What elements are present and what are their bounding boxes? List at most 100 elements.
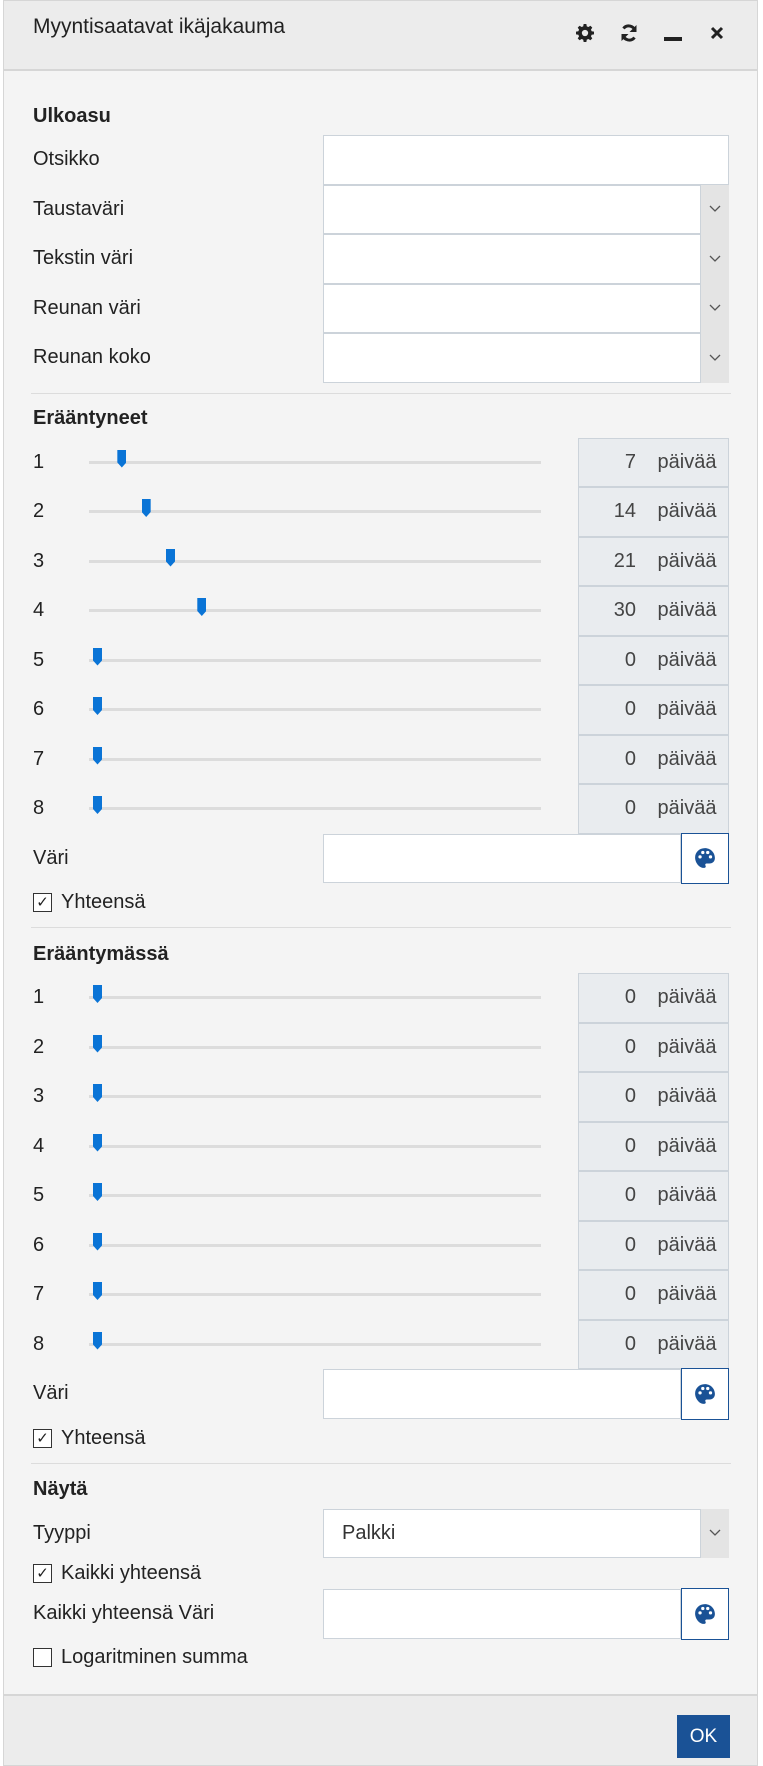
slider-row: 5 0 päivää	[33, 635, 729, 685]
ok-button[interactable]: OK	[677, 1715, 730, 1758]
slider-label: 4	[33, 599, 45, 622]
palette-icon[interactable]	[681, 1588, 729, 1640]
slider-track[interactable]	[89, 985, 541, 1003]
select-field[interactable]	[323, 234, 729, 284]
slider-thumb[interactable]	[117, 449, 127, 468]
slider-track[interactable]	[89, 1133, 541, 1152]
days-unit: päivää	[646, 1220, 729, 1270]
slider-thumb[interactable]	[93, 746, 102, 765]
form-row: Reunan koko	[33, 333, 729, 383]
slider-label: 6	[33, 698, 45, 721]
slider-thumb[interactable]	[93, 1133, 102, 1152]
checkbox-box[interactable]: ✓	[33, 1564, 52, 1583]
gear-icon[interactable]	[570, 19, 600, 47]
slider-track[interactable]	[89, 449, 541, 468]
days-unit: päivää	[646, 1319, 729, 1369]
chevron-down-icon[interactable]	[700, 184, 729, 234]
chevron-down-icon[interactable]	[700, 1508, 729, 1558]
slider-track[interactable]	[89, 499, 541, 517]
form-row: Taustaväri	[33, 184, 729, 234]
slider-track[interactable]	[89, 697, 541, 715]
slider-thumb[interactable]	[93, 985, 102, 1003]
slider-label: 1	[33, 986, 45, 1009]
slider-track[interactable]	[89, 548, 541, 567]
color-input[interactable]	[323, 1369, 681, 1419]
days-unit: päivää	[646, 437, 729, 487]
slider-thumb[interactable]	[93, 1183, 102, 1201]
field-label: Reunan väri	[33, 296, 141, 319]
type-row: Tyyppi Palkki	[33, 1508, 729, 1558]
dialog-header: Myyntisaatavat ikäjakauma	[4, 1, 757, 71]
slider-row: 8 0 päivää	[33, 1319, 729, 1369]
slider-row: 7 0 päivää	[33, 734, 729, 784]
text-input[interactable]	[323, 135, 729, 185]
color-input[interactable]	[323, 833, 681, 883]
color-input[interactable]	[323, 1589, 681, 1639]
slider-thumb[interactable]	[166, 548, 175, 567]
slider-thumb[interactable]	[93, 697, 102, 715]
days-unit: päivää	[646, 1270, 729, 1320]
slider-thumb[interactable]	[93, 1331, 102, 1350]
days-value: 0	[578, 734, 647, 784]
close-icon[interactable]	[702, 19, 732, 47]
select-field[interactable]	[323, 184, 729, 234]
slider-row: 5 0 päivää	[33, 1171, 729, 1221]
form-row: Reunan väri	[33, 283, 729, 333]
slider-track[interactable]	[89, 796, 541, 814]
checkbox-box[interactable]: ✓	[33, 1428, 52, 1448]
slider-thumb[interactable]	[93, 647, 102, 666]
chevron-down-icon[interactable]	[700, 283, 729, 333]
checkbox-box[interactable]	[33, 1647, 52, 1667]
slider-label: 6	[33, 1233, 45, 1256]
days-value: 0	[578, 1319, 647, 1369]
refresh-icon[interactable]	[614, 19, 644, 47]
slider-track[interactable]	[89, 1084, 541, 1102]
log-sum-checkbox[interactable]: Logaritminen summa	[33, 1639, 729, 1676]
days-unit: päivää	[646, 685, 729, 735]
days-unit: päivää	[646, 734, 729, 784]
minimize-icon[interactable]	[658, 19, 688, 47]
slider-label: 7	[33, 1283, 45, 1306]
divider	[31, 392, 731, 394]
slider-thumb[interactable]	[197, 598, 207, 616]
days-unit: päivää	[646, 536, 729, 586]
upcoming-heading: Erääntymässä	[33, 942, 169, 965]
slider-track[interactable]	[89, 1034, 541, 1053]
all-total-checkbox[interactable]: ✓ Kaikki yhteensä	[33, 1558, 729, 1589]
slider-row: 3 0 päivää	[33, 1072, 729, 1122]
palette-icon[interactable]	[681, 1368, 729, 1420]
checkbox-label: Yhteensä	[61, 1426, 146, 1449]
slider-thumb[interactable]	[93, 1232, 102, 1251]
checkbox-label: Kaikki yhteensä	[61, 1562, 202, 1584]
select-field[interactable]	[323, 333, 729, 383]
checkbox-box[interactable]: ✓	[33, 893, 52, 912]
slider-thumb[interactable]	[93, 1084, 102, 1102]
slider-thumb[interactable]	[141, 499, 151, 517]
days-value: 14	[578, 487, 647, 537]
slider-track[interactable]	[89, 598, 541, 616]
slider-track[interactable]	[89, 1183, 541, 1201]
slider-thumb[interactable]	[93, 1034, 102, 1053]
palette-icon[interactable]	[681, 832, 729, 884]
select-field[interactable]	[323, 283, 729, 333]
slider-track[interactable]	[89, 1282, 541, 1300]
field-label: Tekstin väri	[33, 247, 134, 270]
slider-track[interactable]	[89, 1232, 541, 1251]
days-value: 0	[578, 685, 647, 735]
slider-track[interactable]	[89, 647, 541, 666]
slider-track[interactable]	[89, 1331, 541, 1350]
days-value: 0	[578, 784, 647, 834]
total-checkbox[interactable]: ✓ Yhteensä	[33, 1419, 729, 1458]
days-unit: päivää	[646, 973, 729, 1023]
slider-thumb[interactable]	[93, 796, 102, 814]
slider-label: 2	[33, 500, 45, 523]
slider-thumb[interactable]	[93, 1282, 102, 1300]
days-value: 0	[578, 1220, 647, 1270]
type-select[interactable]: Palkki	[323, 1508, 729, 1558]
chevron-down-icon[interactable]	[700, 234, 729, 284]
days-value: 7	[578, 437, 647, 487]
chevron-down-icon[interactable]	[700, 333, 729, 383]
days-value: 0	[578, 1022, 647, 1072]
total-checkbox[interactable]: ✓ Yhteensä	[33, 883, 729, 922]
slider-track[interactable]	[89, 746, 541, 765]
